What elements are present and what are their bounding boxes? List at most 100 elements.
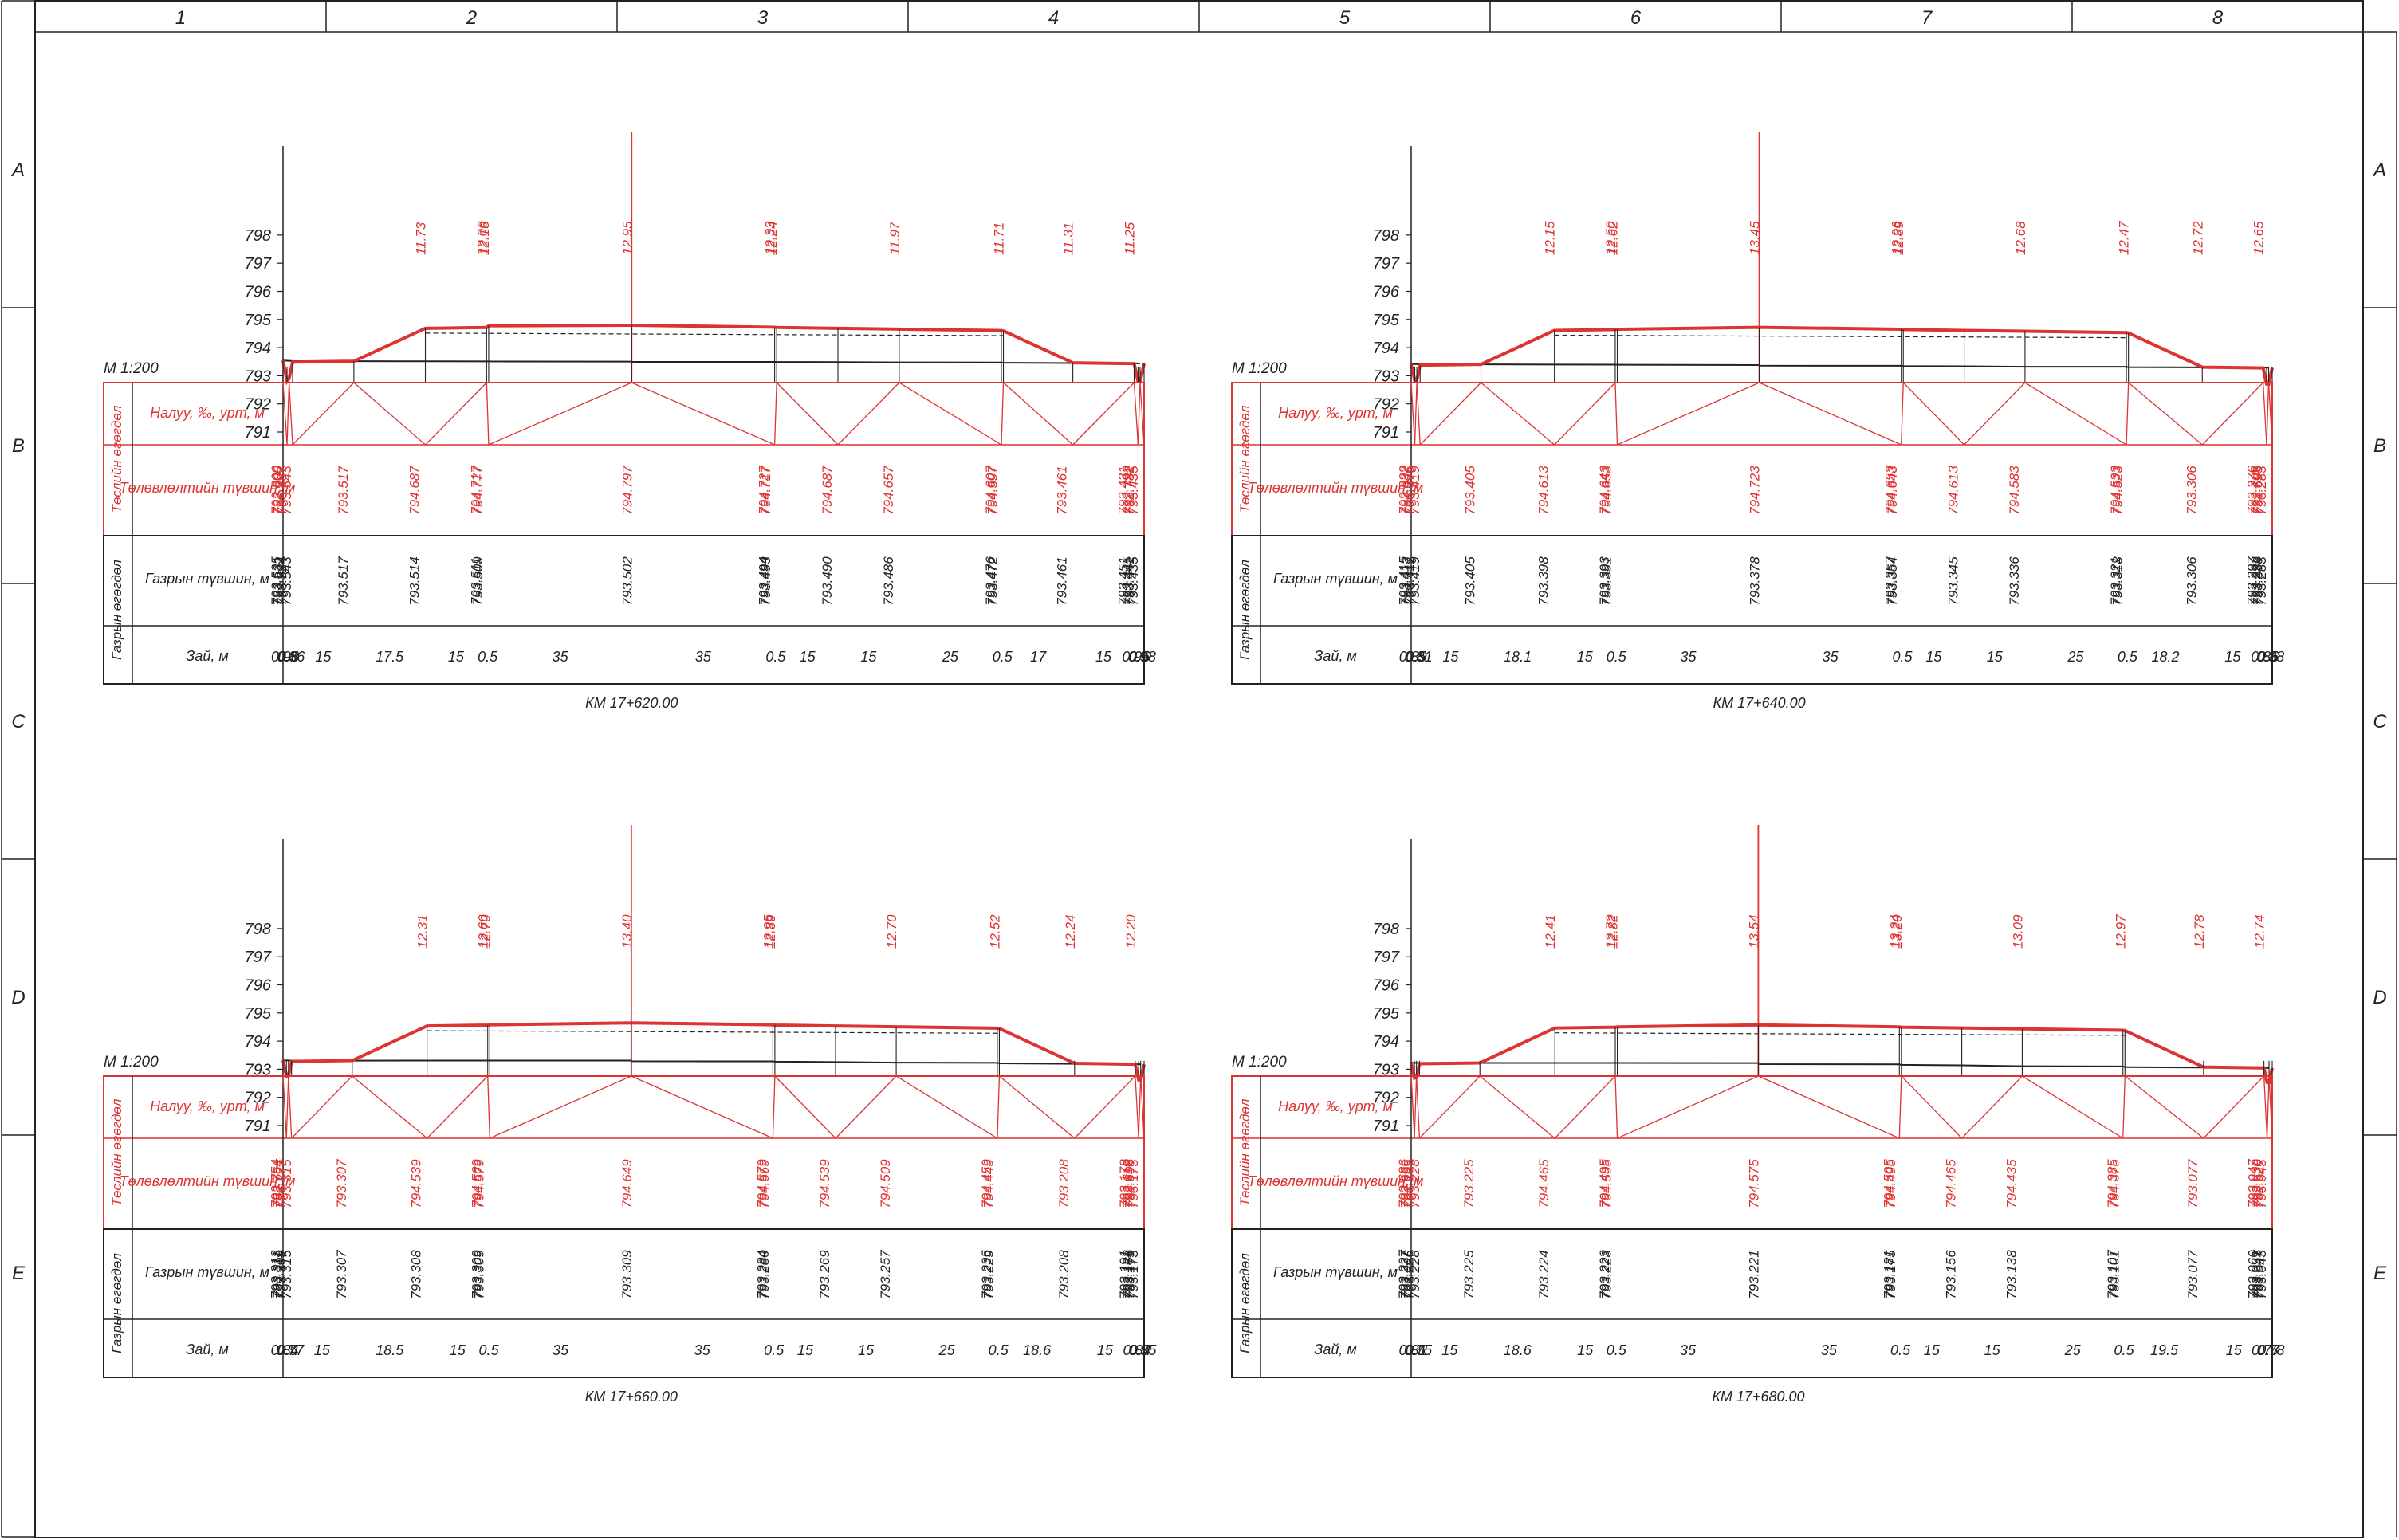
center-ground-elevation: 793.309: [619, 1250, 635, 1299]
design-elevation: 793.431: [1115, 466, 1131, 514]
tick-label: 793: [1373, 1061, 1399, 1078]
distance-value: 0.86: [2251, 649, 2279, 665]
tick-label: 792: [1373, 1090, 1399, 1107]
slope-diagonal: [1898, 1075, 1902, 1139]
ground-elevation: 793.405: [1463, 556, 1478, 606]
distance-value: 0.5: [277, 1342, 298, 1358]
ground-elevation: 793.306: [2184, 556, 2199, 606]
distance-value: 15: [1577, 649, 1594, 665]
slope-diagonal: [1001, 382, 1005, 446]
height-mark: 13.20: [1890, 914, 1905, 949]
ground-elevation: 793.077: [2185, 1250, 2200, 1299]
design-elevation: 793.405: [1463, 466, 1478, 515]
ground-elevation: 793.208: [1056, 1250, 1072, 1299]
design-elevation: 794.613: [1536, 466, 1551, 515]
design-elevation: 793.173: [1126, 1159, 1141, 1208]
design-profile: [1410, 325, 2274, 387]
height-mark: 11.31: [1061, 222, 1076, 255]
design-elevation: 793.228: [1407, 1159, 1422, 1208]
height-mark: 12.60: [476, 914, 491, 949]
design-elevation: 793.276: [2245, 466, 2260, 515]
height-mark: 13.09: [2010, 914, 2025, 949]
distance-value: 0.78: [2257, 1342, 2285, 1358]
slope-diagonal: [1418, 1075, 1481, 1139]
distance-value: 35: [695, 649, 712, 665]
height-mark: 13.45: [1748, 221, 1763, 255]
slope-diagonal: [1416, 382, 1421, 446]
height-mark: 12.82: [1606, 914, 1621, 949]
ground-elevation: 793.472: [985, 556, 1001, 606]
design-elevation: 794.777: [470, 466, 486, 515]
slope-diagonal: [1138, 1075, 1142, 1139]
slope-diagonal: [352, 1075, 428, 1139]
distance-value: 35: [553, 649, 569, 665]
row-reference: B: [2373, 435, 2386, 457]
design-elevation: 794.523: [2110, 466, 2126, 515]
tick-label: 795: [245, 1005, 272, 1023]
ground-band: [103, 1228, 1145, 1378]
tick-label: 797: [245, 949, 272, 966]
ground-elevation: 793.289: [2251, 556, 2266, 606]
row-header: Газрын түвшин, м: [1273, 571, 1398, 587]
tick-label: 797: [245, 255, 272, 273]
slope-diagonal: [2126, 382, 2130, 446]
slope-diagonal: [292, 382, 355, 446]
row-reference: E: [2373, 1263, 2387, 1284]
distance-value: 0.5: [1890, 1342, 1911, 1358]
slope-diagonal: [2122, 1075, 2126, 1139]
design-elevation: 793.178: [1117, 1159, 1132, 1208]
tick-label: 798: [245, 921, 271, 938]
design-elevation: 793.277: [273, 1159, 289, 1208]
ground-elevation: 793.486: [881, 556, 896, 606]
distance-value: 19.5: [2150, 1342, 2179, 1358]
distance-value: 0.84: [1123, 1342, 1150, 1358]
ground-elevation: 793.060: [2246, 1250, 2261, 1299]
design-elevation: 794.385: [2105, 1159, 2120, 1208]
slope-diagonal: [1617, 382, 1760, 446]
tick-label: 797: [1373, 949, 1400, 966]
row-header: Газрын түвшин, м: [145, 571, 269, 587]
height-mark: 12.65: [2252, 221, 2267, 255]
design-elevation: 793.047: [2246, 1159, 2261, 1208]
design-elevation: 794.539: [409, 1159, 424, 1208]
distance-value: 0.5: [2114, 1342, 2135, 1358]
height-mark: 12.95: [619, 221, 635, 255]
height-mark: 12.72: [2190, 221, 2205, 255]
design-elevation: 792.822: [1397, 466, 1412, 515]
distance-value: 15: [1441, 1342, 1458, 1358]
slope-diagonal: [1072, 382, 1135, 446]
slope-diagonal: [835, 1075, 897, 1139]
ground-elevation: 793.393: [1597, 556, 1612, 606]
ground-elevation: 793.181: [1881, 1250, 1896, 1298]
distance-value: 18.6: [1504, 1342, 1532, 1358]
slope-diagonal: [1481, 382, 1555, 446]
slope-diagonal: [353, 382, 426, 446]
height-mark: 12.47: [2117, 221, 2132, 255]
ground-elevation: 793.354: [1885, 556, 1900, 605]
design-elevation: 794.613: [1946, 466, 1961, 515]
design-elevation: 794.465: [1536, 1159, 1551, 1208]
height-mark: 12.70: [884, 914, 899, 949]
ground-elevation: 793.101: [2106, 1250, 2122, 1298]
height-mark: 13.40: [619, 914, 635, 949]
slope-diagonal: [288, 1075, 293, 1139]
tick-label: 794: [1373, 340, 1399, 357]
row-header: Газрын түвшин, м: [1273, 1264, 1398, 1280]
slope-diagonal: [1901, 382, 1904, 446]
height-mark: 12.68: [2013, 221, 2028, 255]
height-mark: 13.24: [1887, 914, 1902, 949]
row-header: Төлөвлөлтийн түвшин, м: [1248, 480, 1424, 496]
distance-value: 15: [1984, 1342, 2001, 1358]
row-header: Налуу, ‰, урт, м: [150, 1098, 265, 1114]
design-elevation: 792.754: [268, 1159, 283, 1208]
ground-elevation: 793.493: [758, 556, 773, 606]
design-elevation: 793.487: [274, 466, 289, 515]
slope-diagonal: [773, 382, 777, 446]
design-elevation: 792.764: [270, 1159, 285, 1208]
design-elevation: 793.043: [2254, 1159, 2269, 1208]
distance-value: 15: [1924, 1342, 1941, 1358]
tick-label: 798: [1373, 921, 1399, 938]
pavement-layer: [1554, 334, 2129, 339]
design-elevation: 792.618: [1120, 1159, 1135, 1208]
